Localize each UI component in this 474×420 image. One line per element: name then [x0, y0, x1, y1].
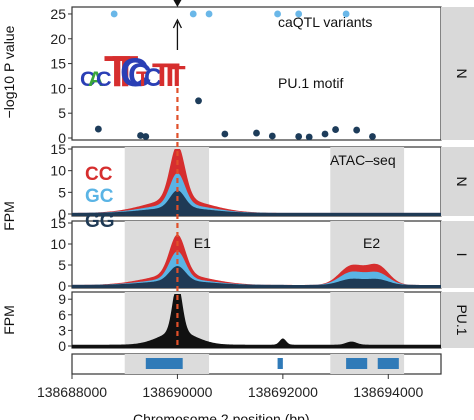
y-label-qtl: −log10 P value	[1, 25, 17, 118]
y-label-atac: FPM	[1, 201, 17, 231]
y-tick-label: 3	[58, 322, 66, 338]
qtl-point	[353, 126, 361, 134]
x-axis-label: Chromosome 2 position (bp)	[133, 411, 310, 420]
gene-exon	[346, 358, 368, 369]
pu1-chip-area	[72, 294, 441, 348]
y-tick-label: 10	[50, 163, 66, 179]
y-tick-label: 10	[50, 236, 66, 252]
qtl-point	[274, 10, 281, 18]
qtl-point	[321, 130, 329, 138]
y-tick-label: 10	[50, 80, 66, 96]
motif-letter: T	[112, 48, 138, 96]
qtl-point	[369, 133, 376, 140]
strip-pu1	[441, 292, 474, 348]
strip-atac-i	[441, 221, 474, 288]
y-tick-label: 5	[58, 184, 66, 200]
gene-exon	[145, 358, 183, 369]
y-tick-label: 0	[58, 278, 66, 294]
genotype-label-gg: GG	[85, 211, 115, 232]
motif-letter: C	[120, 51, 149, 95]
x-tick-label: 138694000	[353, 384, 423, 400]
variant-top-marker	[173, 0, 182, 7]
qtl-point	[332, 126, 339, 133]
y-tick-label: 20	[50, 31, 66, 47]
strip-atac-n	[441, 147, 474, 216]
y-tick-label: 0	[58, 130, 66, 146]
variant-arrowhead	[172, 18, 183, 29]
highlight-band	[330, 147, 405, 216]
y-tick-label: 5	[58, 105, 66, 121]
motif-letter: A	[88, 66, 104, 91]
caqtl-legend-text: caQTL variants	[278, 14, 372, 30]
qtl-point	[295, 10, 303, 18]
y-tick-label: 6	[58, 307, 66, 323]
highlight-band	[330, 292, 405, 348]
motif-letter: T	[152, 57, 172, 93]
motif-letter: T	[160, 57, 180, 93]
y-tick-label: 25	[50, 6, 66, 22]
y-tick-label: 15	[50, 215, 66, 231]
pu1-motif-label: PU.1 motif	[278, 75, 343, 91]
gene-exon	[377, 358, 399, 369]
y-tick-label: 15	[50, 56, 66, 72]
atac-seq-title: ATAC–seq	[330, 152, 396, 168]
qtl-point	[253, 129, 260, 137]
motif-letter: C	[80, 66, 96, 91]
qtl-point	[295, 133, 303, 140]
y-tick-label: 0	[58, 338, 66, 354]
motif-letter: C	[96, 66, 112, 91]
gene-track-frame	[71, 353, 442, 375]
y-tick-label: 9	[58, 291, 66, 307]
strip-label: N	[454, 176, 470, 186]
x-tick-label: 138690000	[142, 384, 212, 400]
qtl-point	[142, 133, 150, 140]
motif-letter: T	[168, 61, 186, 93]
atac-area-gg	[72, 190, 441, 216]
motif-letter: T	[104, 48, 130, 96]
motif-letter: C	[128, 57, 151, 93]
qtl-point	[342, 10, 350, 18]
peak-label-e1: E1	[194, 235, 211, 251]
gene-exon	[277, 358, 283, 369]
qtl-point	[94, 125, 102, 133]
qtl-point	[195, 97, 202, 105]
x-tick-label: 138688000	[37, 384, 107, 400]
motif-letter: T	[136, 66, 149, 91]
strip-label: PU.1	[454, 304, 470, 335]
y-tick-label: 5	[58, 257, 66, 273]
x-tick-label: 138692000	[248, 384, 318, 400]
strip-label: I	[454, 253, 470, 257]
qtl-point	[205, 10, 213, 18]
qtl-point	[189, 10, 197, 18]
motif-letter: C	[144, 64, 162, 92]
qtl-point	[268, 132, 276, 140]
y-label-pu1: FPM	[1, 305, 17, 335]
qtl-point	[221, 130, 229, 138]
y-tick-label: 0	[58, 206, 66, 222]
strip-qtl	[441, 7, 474, 140]
strip-label: N	[454, 68, 470, 78]
qtl-point	[137, 132, 144, 139]
atac-area-gg	[72, 266, 441, 288]
genotype-label-cc: CC	[85, 164, 113, 185]
genotype-label-gc: GC	[85, 186, 114, 207]
y-tick-label: 15	[50, 141, 66, 157]
peak-label-e2: E2	[363, 235, 380, 251]
qtl-point	[305, 133, 313, 141]
qtl-point	[110, 10, 118, 18]
